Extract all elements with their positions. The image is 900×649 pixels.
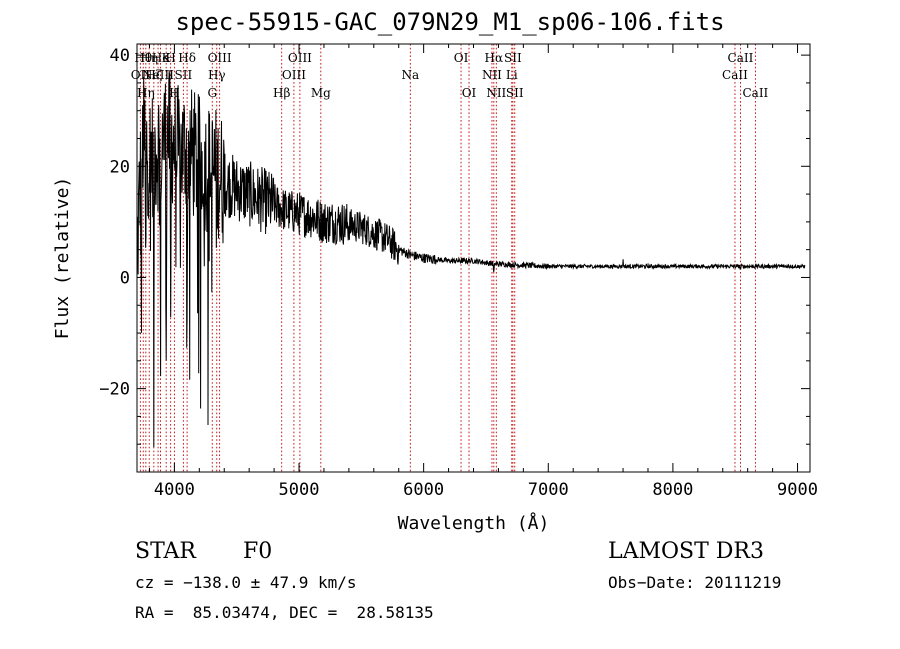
spectral-line-label: G bbox=[207, 86, 217, 100]
spectral-line-label: Hα bbox=[485, 51, 504, 65]
spectral-line-label: He bbox=[152, 51, 170, 65]
spectral-line-label: OI bbox=[462, 86, 477, 100]
y-tick-label: 0 bbox=[120, 268, 130, 288]
survey-label: LAMOST DR3 bbox=[608, 539, 764, 564]
spectral-line-label: CaII bbox=[728, 51, 754, 65]
spectral-line-label: SII bbox=[504, 51, 522, 65]
spectral-line-label: OIII bbox=[208, 51, 232, 65]
spectral-line-markers bbox=[139, 44, 756, 472]
spectral-line-label: SII bbox=[506, 86, 524, 100]
spectral-line-label: Hζ bbox=[145, 68, 162, 82]
redshift-label: cz = −138.0 ± 47.9 km/s bbox=[135, 573, 357, 592]
spectral-line-label: CaII bbox=[742, 86, 768, 100]
chart-title: spec-55915-GAC_079N29_M1_sp06-106.fits bbox=[175, 8, 725, 36]
spectral-line-label: NII bbox=[486, 86, 506, 100]
spectral-line-label: NII bbox=[482, 68, 502, 82]
class-label: STAR bbox=[135, 539, 196, 564]
y-tick-label: 20 bbox=[110, 157, 130, 177]
line-labels: OIIHθHηHηHζNeIIIHeKHHSIIHδGHγOIIIHβOIIIO… bbox=[131, 51, 769, 100]
axes: 4000 5000 6000 7000 8000 9000 −20 0 20 40 Waveleng… bbox=[52, 43, 818, 534]
x-tick-label: 6000 bbox=[403, 480, 444, 500]
spectral-line-label: OIII bbox=[288, 51, 312, 65]
series-layer bbox=[136, 70, 806, 448]
y-tick-label: 40 bbox=[110, 46, 130, 66]
spectral-line-label: NeIII bbox=[142, 68, 174, 82]
x-tick-label: 7000 bbox=[528, 480, 569, 500]
coords-label: RA = 85.03474, DEC = 28.58135 bbox=[135, 603, 434, 622]
x-tick-label: 9000 bbox=[777, 480, 818, 500]
subclass-label: F0 bbox=[243, 539, 273, 564]
obs-date-label: Obs−Date: 20111219 bbox=[608, 573, 782, 592]
flux-series-line bbox=[136, 70, 806, 448]
plot-frame bbox=[136, 43, 811, 473]
spectral-line-label: OIII bbox=[282, 68, 306, 82]
spectral-line-label: Hθ bbox=[134, 51, 152, 65]
y-axis-label: Flux (relative) bbox=[52, 177, 73, 340]
spectral-line-label: Hη bbox=[137, 86, 155, 100]
spectral-line-label: Na bbox=[401, 68, 419, 82]
spectral-line-label: OI bbox=[454, 51, 469, 65]
spectral-line-label: H bbox=[165, 51, 175, 65]
y-tick-label: −20 bbox=[99, 380, 130, 400]
x-tick-label: 8000 bbox=[652, 480, 693, 500]
spectral-line-label: Li bbox=[506, 68, 518, 82]
spectral-line-label: H bbox=[169, 86, 179, 100]
spectral-line-label: K bbox=[162, 51, 172, 65]
spectral-line-label: Hη bbox=[140, 51, 158, 65]
spectral-line-label: SII bbox=[175, 68, 193, 82]
x-tick-label: 5000 bbox=[279, 480, 320, 500]
spectral-line-label: CaII bbox=[722, 68, 748, 82]
spectral-line-label: Mg bbox=[311, 86, 331, 100]
spectral-line-label: Hδ bbox=[178, 51, 196, 65]
x-tick-label: 4000 bbox=[154, 480, 195, 500]
x-axis-label: Wavelength (Å) bbox=[398, 512, 550, 534]
spectral-line-label: Hβ bbox=[273, 86, 290, 100]
spectral-line-label: OII bbox=[131, 68, 151, 82]
spectral-line-label: Hγ bbox=[208, 68, 226, 82]
